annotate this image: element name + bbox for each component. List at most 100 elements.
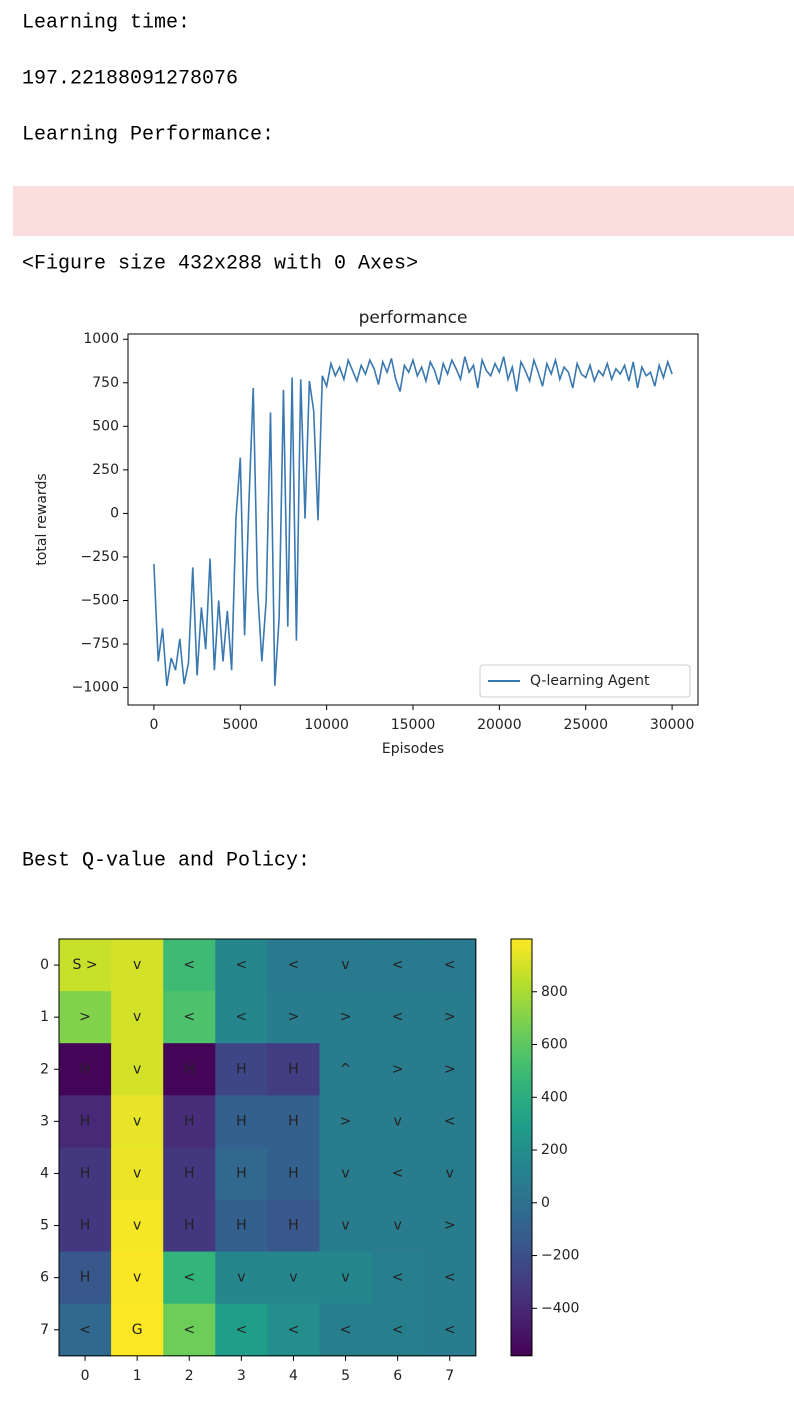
heatmap-cell (371, 1251, 425, 1305)
heatmap-cell (319, 1043, 373, 1096)
heatmap-cell (59, 1199, 112, 1253)
heatmap-cell (59, 939, 112, 992)
y-axis-label: total rewards (34, 473, 50, 565)
x-tick-label: 15000 (391, 717, 436, 733)
cell-annotation: H (288, 1061, 299, 1077)
cell-annotation: > (288, 1009, 300, 1025)
x-tick-label: 2 (185, 1368, 194, 1384)
cell-annotation: H (236, 1061, 247, 1077)
y-tick-label: 750 (92, 375, 119, 391)
cell-annotation: ^ (340, 1061, 352, 1077)
heatmap-cell (371, 1147, 425, 1200)
cell-annotation: > (444, 1061, 456, 1077)
heatmap-cell (319, 1303, 373, 1357)
x-tick-label: 3 (237, 1368, 246, 1384)
heatmap-cell (111, 991, 164, 1044)
cell-annotation: v (237, 1270, 245, 1286)
heatmap-cell (215, 1095, 268, 1148)
cell-annotation: < (392, 1270, 404, 1286)
cell-annotation: < (235, 1322, 247, 1338)
cell-annotation: < (288, 957, 300, 973)
stderr-box (13, 186, 794, 236)
heatmap-cell (371, 1303, 425, 1357)
heatmap-cell (371, 1199, 425, 1253)
heatmap-cell (59, 1303, 112, 1357)
heatmap-cell (215, 1303, 268, 1357)
cell-annotation: > (444, 1009, 456, 1025)
x-tick-label: 25000 (563, 717, 608, 733)
cell-annotation: v (341, 957, 349, 973)
cell-annotation: < (444, 1113, 456, 1129)
heatmap-cell (423, 1251, 477, 1305)
cell-annotation: v (341, 1270, 349, 1286)
heatmap-cell (163, 1303, 216, 1357)
heatmap-cell (423, 1199, 477, 1253)
heatmap-cell (319, 1251, 373, 1305)
heatmap-cell (163, 1147, 216, 1200)
colorbar (510, 938, 533, 1357)
heatmap-cell (267, 1095, 320, 1148)
cell-annotation: > (79, 1009, 91, 1025)
x-tick-label: 20000 (477, 717, 522, 733)
heatmap-cell (423, 1147, 477, 1200)
heatmap-cell (267, 1303, 320, 1357)
chart-title: performance (359, 308, 468, 328)
cell-annotation: < (79, 1322, 91, 1338)
x-tick-label: 6 (393, 1368, 402, 1384)
x-tick-label: 10000 (304, 717, 349, 733)
colorbar-tick-label: −200 (541, 1248, 579, 1264)
cell-annotation: v (289, 1270, 297, 1286)
heatmap-cell (371, 939, 425, 992)
heatmap-cell (423, 939, 477, 992)
x-tick-label: 0 (149, 717, 158, 733)
heatmap-cell (371, 991, 425, 1044)
cell-annotation: H (236, 1113, 247, 1129)
cell-annotation: H (184, 1113, 195, 1129)
y-tick-label: 6 (40, 1270, 49, 1286)
cell-annotation: v (133, 1061, 141, 1077)
output-text: 197.22188091278076 (22, 67, 238, 90)
cell-annotation: < (340, 1322, 352, 1338)
cell-annotation: H (80, 1270, 91, 1286)
cell-annotation: H (80, 1218, 91, 1234)
heatmap-cell (59, 1043, 112, 1096)
heatmap-cell (111, 1147, 164, 1200)
heatmap-cell (111, 1095, 164, 1148)
cell-annotation: H (184, 1165, 195, 1181)
x-tick-label: 0 (81, 1368, 90, 1384)
cell-annotation: H (184, 1061, 195, 1077)
cell-annotation: < (444, 1270, 456, 1286)
heatmap-cell (215, 991, 268, 1044)
heatmap-cell (267, 1199, 320, 1253)
colorbar-tick-label: 0 (541, 1195, 550, 1211)
heatmap-cell (371, 1043, 425, 1096)
heatmap-cell (319, 1199, 373, 1253)
heatmap-cell (163, 1199, 216, 1253)
y-tick-label: 1000 (83, 331, 119, 347)
cell-annotation: v (341, 1165, 349, 1181)
heatmap-cell (163, 1251, 216, 1305)
cell-annotation: < (235, 1009, 247, 1025)
heatmap-cell (215, 939, 268, 992)
cell-annotation: v (133, 1165, 141, 1181)
cell-annotation: < (183, 957, 195, 973)
colorbar-tick-label: −400 (541, 1300, 579, 1316)
output-text: <Figure size 432x288 with 0 Axes> (22, 252, 418, 275)
y-tick-label: 2 (40, 1061, 49, 1077)
cell-annotation: < (392, 1009, 404, 1025)
cell-annotation: H (236, 1218, 247, 1234)
output-text: Learning time: (22, 11, 190, 34)
x-tick-label: 7 (445, 1368, 454, 1384)
y-tick-label: 5 (40, 1218, 49, 1234)
cell-annotation: v (133, 957, 141, 973)
output-text: Learning Performance: (22, 123, 274, 146)
output-text: Best Q-value and Policy: (22, 849, 310, 872)
heatmap-cell (423, 991, 477, 1044)
y-tick-label: 3 (40, 1113, 49, 1129)
colorbar-tick-label: 200 (541, 1142, 568, 1158)
cell-annotation: v (133, 1009, 141, 1025)
heatmap-cell (59, 1251, 112, 1305)
heatmap-cell (111, 1303, 164, 1357)
heatmap-cell (59, 991, 112, 1044)
cell-annotation: v (394, 1218, 402, 1234)
